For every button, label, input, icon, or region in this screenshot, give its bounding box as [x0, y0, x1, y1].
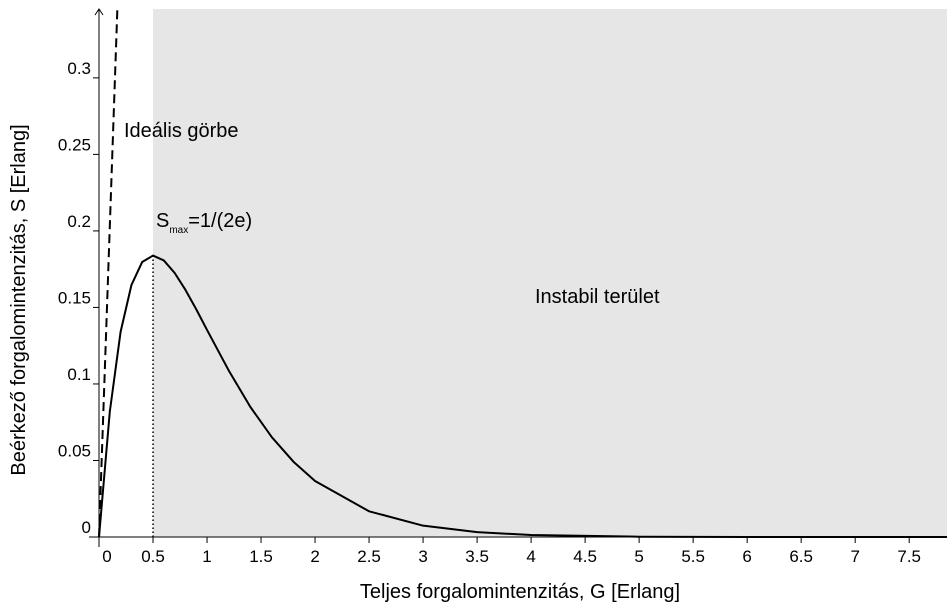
- x-tick-label: 1.5: [249, 547, 273, 566]
- annotation-rest: =1/(2e): [188, 210, 252, 232]
- x-tick-label: 5.5: [681, 547, 705, 566]
- y-tick-label: 0: [82, 518, 91, 537]
- x-tick-label: 3.5: [465, 547, 489, 566]
- y-axis-arrow: [94, 8, 104, 16]
- y-tick-label: 0.25: [58, 135, 91, 154]
- annotation-base: S: [156, 210, 169, 232]
- y-tick-label: 0.2: [67, 212, 91, 231]
- x-axis-label: Teljes forgalomintenzitás, G [Erlang]: [360, 581, 680, 603]
- x-tick-label: 6.5: [789, 547, 813, 566]
- unstable-region: [153, 9, 947, 537]
- y-tick-label: 0.15: [58, 288, 91, 307]
- x-tick-label: 0: [102, 547, 111, 566]
- annotation: Ideális görbe: [124, 120, 239, 142]
- series-line: [98, 254, 947, 538]
- y-tick-label: 0.05: [58, 441, 91, 460]
- x-tick-label: 3: [418, 547, 427, 566]
- x-tick-label: 7: [850, 547, 859, 566]
- x-tick-label: 4.5: [573, 547, 597, 566]
- series-line: [98, 8, 119, 538]
- y-axis-label: Beérkező forgalomintenzitás, S [Erlang]: [8, 124, 30, 475]
- x-tick-label: 5: [634, 547, 643, 566]
- y-tick-label: 0.3: [67, 59, 91, 78]
- annotation-sub: max: [169, 225, 188, 236]
- y-tick-label: 0.1: [67, 365, 91, 384]
- x-tick-label: 4: [526, 547, 535, 566]
- x-tick-label: 2.5: [357, 547, 381, 566]
- annotation: Smax=1/(2e): [156, 210, 252, 236]
- x-tick-label: 7.5: [897, 547, 921, 566]
- x-tick-label: 0.5: [141, 547, 165, 566]
- x-tick-label: 1: [202, 547, 211, 566]
- x-tick-label: 6: [742, 547, 751, 566]
- x-tick-label: 2: [310, 547, 319, 566]
- annotation: Instabil terület: [535, 286, 660, 308]
